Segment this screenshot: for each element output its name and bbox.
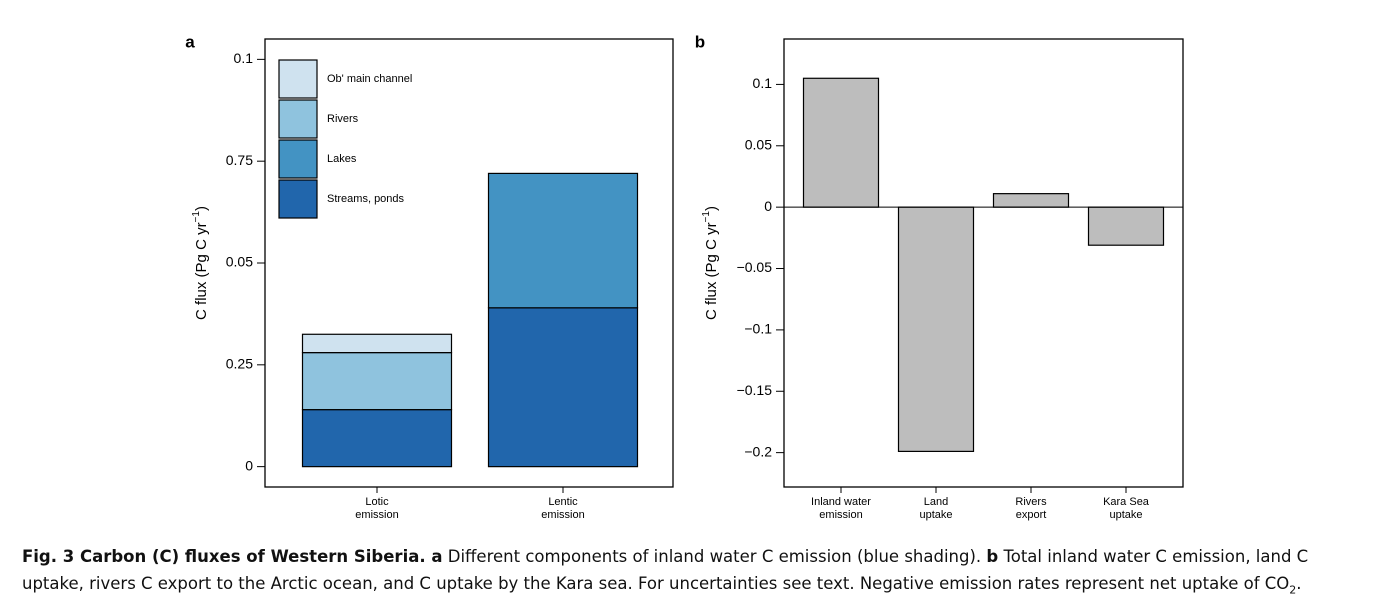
legend-label: Rivers — [327, 113, 359, 125]
panel-label: a — [185, 32, 195, 51]
caption-bold: b — [986, 547, 999, 566]
x-tick-label: Inland water emission — [811, 496, 871, 521]
bar-segment — [301, 409, 453, 468]
y-axis-label: C flux (Pg C yr−1) — [701, 206, 720, 320]
bar — [802, 77, 880, 208]
y-tick-label: −0.15 — [737, 382, 773, 398]
y-tick-label: 0.75 — [226, 152, 253, 168]
legend-label: Ob' main channel — [327, 73, 412, 85]
legend-swatch — [278, 59, 318, 99]
caption-text: Total inland water C emission, land C up… — [22, 547, 1309, 593]
y-tick-label: 0.05 — [745, 136, 772, 152]
legend-label: Streams, ponds — [327, 193, 405, 205]
y-tick-label: 0 — [245, 457, 253, 473]
chart-area: aC flux (Pg C yr−1)00.250.050.750.1Ob' m… — [185, 32, 1184, 493]
bar-segment — [301, 352, 453, 411]
y-axis-label-part: ) — [193, 206, 210, 211]
y-tick-label: −0.1 — [744, 321, 772, 337]
caption-bold: Fig. 3 Carbon (C) fluxes of Western Sibe… — [22, 547, 443, 566]
y-tick-label: 0.05 — [226, 254, 253, 270]
legend-label: Lakes — [327, 153, 357, 165]
y-axis-label-part: C flux (Pg C yr — [703, 222, 720, 320]
panel-label: b — [695, 32, 705, 51]
bar — [992, 193, 1070, 208]
x-tick-label: Rivers export — [1015, 496, 1047, 521]
bar — [897, 206, 975, 453]
bar-segment — [487, 172, 639, 309]
y-axis-label-sup: −1 — [701, 211, 712, 223]
bar-segment — [487, 307, 639, 468]
plot-frame — [783, 38, 1184, 488]
y-tick-label: 0.25 — [226, 356, 253, 372]
y-tick-label: 0.1 — [234, 50, 254, 66]
caption-subscript: 2 — [1289, 583, 1297, 597]
bar-segment — [301, 333, 453, 354]
bar — [1087, 206, 1165, 246]
x-tick-label: Lotic emission — [355, 496, 399, 521]
legend-swatch — [278, 99, 318, 139]
plot-frame — [264, 38, 674, 488]
y-axis-label-sup: −1 — [191, 211, 202, 223]
y-tick-label: 0 — [764, 198, 772, 214]
x-tick-label: Land uptake — [919, 496, 953, 521]
caption-text: . — [1296, 574, 1302, 593]
y-tick-label: 0.1 — [753, 75, 773, 91]
y-tick-label: −0.2 — [744, 443, 772, 459]
y-axis-label-part: C flux (Pg C yr — [193, 222, 210, 320]
x-tick-label: Lentic emission — [541, 496, 585, 521]
legend-swatch — [278, 179, 318, 219]
y-tick-label: −0.05 — [737, 259, 773, 275]
y-axis-label: C flux (Pg C yr−1) — [191, 206, 210, 320]
y-axis-label-part: ) — [703, 206, 720, 211]
caption-text: Different components of inland water C e… — [447, 547, 982, 566]
caption: Fig. 3 Carbon (C) fluxes of Western Sibe… — [22, 543, 1367, 603]
x-tick-label: Kara Sea uptake — [1103, 496, 1149, 521]
legend-swatch — [278, 139, 318, 179]
